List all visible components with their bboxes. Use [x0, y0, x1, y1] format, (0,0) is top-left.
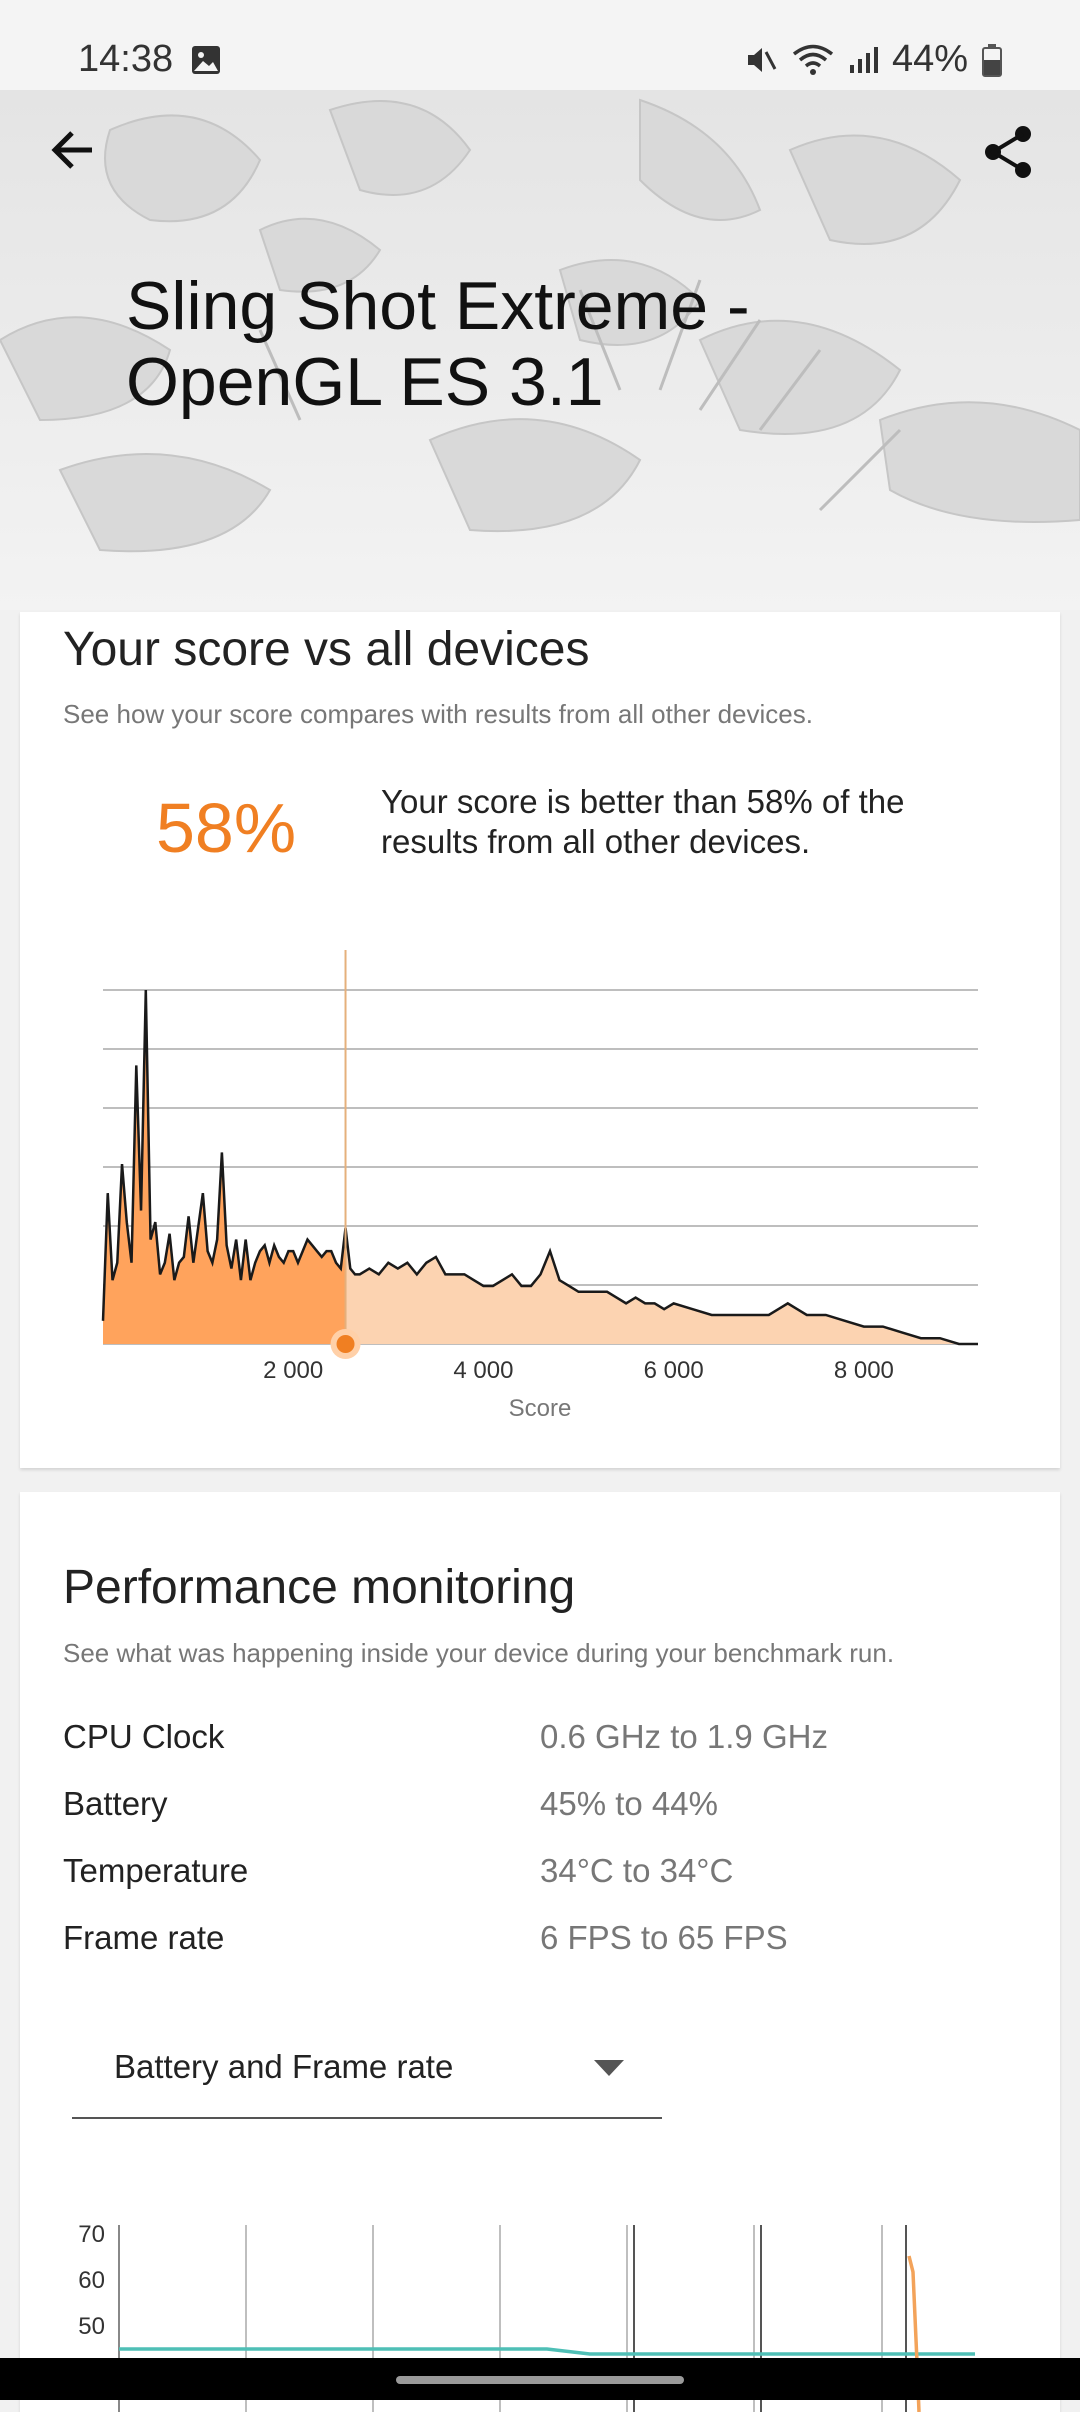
share-button[interactable]: [976, 120, 1040, 184]
perf-label: Frame rate: [63, 1919, 225, 1956]
y-tick-label: 60: [78, 2267, 105, 2294]
battery-frame-rate-chart: 50 60 70: [78, 2221, 975, 2412]
performance-monitoring-card: Performance monitoring See what was happ…: [20, 1492, 1060, 2412]
perf-value: 0.6 GHz to 1.9 GHz: [540, 1718, 828, 1755]
share-icon: [985, 126, 1031, 178]
performance-title: Performance monitoring: [63, 1561, 576, 1614]
header-rock-illustration: [0, 98, 1080, 553]
back-button[interactable]: [44, 120, 104, 180]
perf-value: 45% to 44%: [540, 1785, 718, 1822]
chart-selector-dropdown[interactable]: Battery and Frame rate: [72, 2022, 662, 2119]
perf-value: 34°C to 34°C: [540, 1852, 734, 1889]
percentile-value: 58%: [156, 789, 297, 867]
percentile-description: Your score is better than 58% of the res…: [381, 783, 905, 860]
dropdown-selected-value: Battery and Frame rate: [114, 2048, 454, 2085]
perf-label: Temperature: [63, 1852, 249, 1889]
header-banner: Sling Shot Extreme - OpenGL ES 3.1: [0, 90, 1080, 610]
status-icons: 44%: [744, 38, 1002, 81]
x-tick-label: 8 000: [834, 1357, 894, 1384]
x-tick-label: 6 000: [644, 1357, 704, 1384]
x-axis-label: Score: [508, 1395, 572, 1422]
status-time: 14:38: [78, 38, 174, 80]
gallery-icon: [190, 44, 222, 81]
status-bar: 14:38 44%: [0, 0, 1080, 90]
x-tick-label: 2 000: [263, 1357, 323, 1384]
distribution-area-below: [103, 990, 346, 1344]
performance-subtitle: See what was happening inside your devic…: [63, 1638, 895, 1668]
navigation-bar: [0, 2358, 1080, 2400]
y-tick-label: 50: [78, 2313, 105, 2340]
perf-label: CPU Clock: [63, 1718, 225, 1755]
y-tick-label: 70: [78, 2221, 105, 2248]
signal-icon: [848, 45, 878, 75]
arrow-left-icon: [51, 131, 92, 169]
score-comparison-card: Your score vs all devices See how your s…: [20, 612, 1060, 1468]
perf-label: Battery: [63, 1785, 168, 1822]
wifi-icon: [792, 43, 834, 77]
battery-series-line: [119, 2347, 975, 2356]
mute-icon: [744, 43, 778, 77]
score-section-title: Your score vs all devices: [63, 623, 590, 676]
page-title: Sling Shot Extreme - OpenGL ES 3.1: [126, 268, 750, 420]
dropdown-arrow-icon: [594, 2060, 624, 2076]
score-distribution-chart: 2 000 4 000 6 000 8 000: [101, 950, 978, 1384]
home-gesture-handle[interactable]: [396, 2376, 684, 2384]
battery-percent: 44%: [891, 38, 968, 80]
distribution-outline: [101, 989, 978, 1346]
perf-value: 6 FPS to 65 FPS: [540, 1919, 788, 1956]
battery-icon: [982, 43, 1002, 77]
your-score-marker: [336, 1335, 355, 1353]
score-section-subtitle: See how your score compares with results…: [63, 699, 813, 729]
x-tick-label: 4 000: [453, 1357, 513, 1384]
